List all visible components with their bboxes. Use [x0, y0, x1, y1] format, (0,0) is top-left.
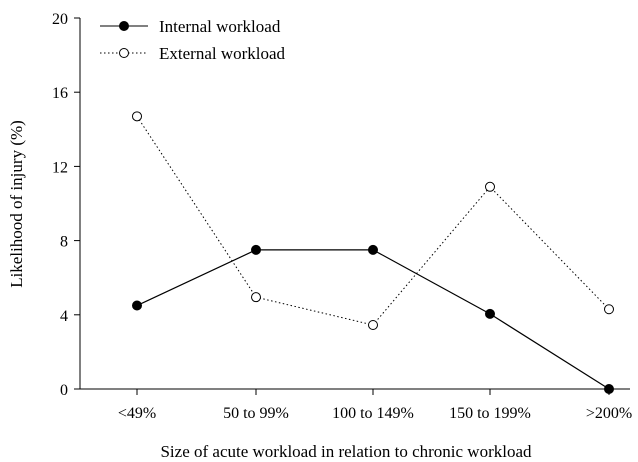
- x-tick-label: 100 to 149%: [332, 405, 414, 422]
- y-tick-label: 0: [60, 382, 68, 399]
- y-axis-title: Likelihood of injury (%): [7, 120, 26, 288]
- y-tick-label: 20: [52, 11, 68, 28]
- external-workload-point: [132, 111, 142, 122]
- axes: [79, 18, 630, 390]
- x-tick-label: >200%: [586, 405, 632, 422]
- legend-label-internal: Internal workload: [159, 17, 281, 36]
- x-tick-label: <49%: [118, 405, 156, 422]
- internal-workload-point: [485, 308, 495, 319]
- external-workload-point: [485, 181, 495, 192]
- x-ticks: <49% 50 to 99% 100 to 149% 150 to 199% >200%: [118, 389, 632, 422]
- x-tick-label: 150 to 199%: [449, 405, 531, 422]
- y-tick-label: 12: [52, 159, 68, 176]
- legend-label-external: External workload: [159, 44, 286, 63]
- external-workload-point: [604, 304, 614, 315]
- legend-marker-external: [119, 48, 129, 58]
- x-tick-label: 50 to 99%: [223, 405, 289, 422]
- y-ticks: 0 4 8 12 16 20: [52, 11, 80, 399]
- internal-workload-point: [604, 384, 614, 394]
- legend-marker-internal: [119, 21, 129, 31]
- legend: Internal workload External workload: [100, 17, 286, 63]
- internal-workload-point: [251, 244, 261, 255]
- x-axis-title: Size of acute workload in relation to ch…: [160, 442, 532, 461]
- internal-workload-line: [136, 249, 610, 390]
- internal-workload-point: [132, 300, 142, 311]
- y-tick-label: 16: [52, 85, 68, 102]
- y-tick-label: 4: [60, 308, 68, 325]
- external-workload-point: [368, 320, 378, 331]
- series: [132, 111, 614, 394]
- external-workload-point: [251, 292, 261, 303]
- external-workload-line: [136, 116, 610, 326]
- y-tick-label: 8: [60, 234, 68, 251]
- internal-workload-point: [368, 244, 378, 255]
